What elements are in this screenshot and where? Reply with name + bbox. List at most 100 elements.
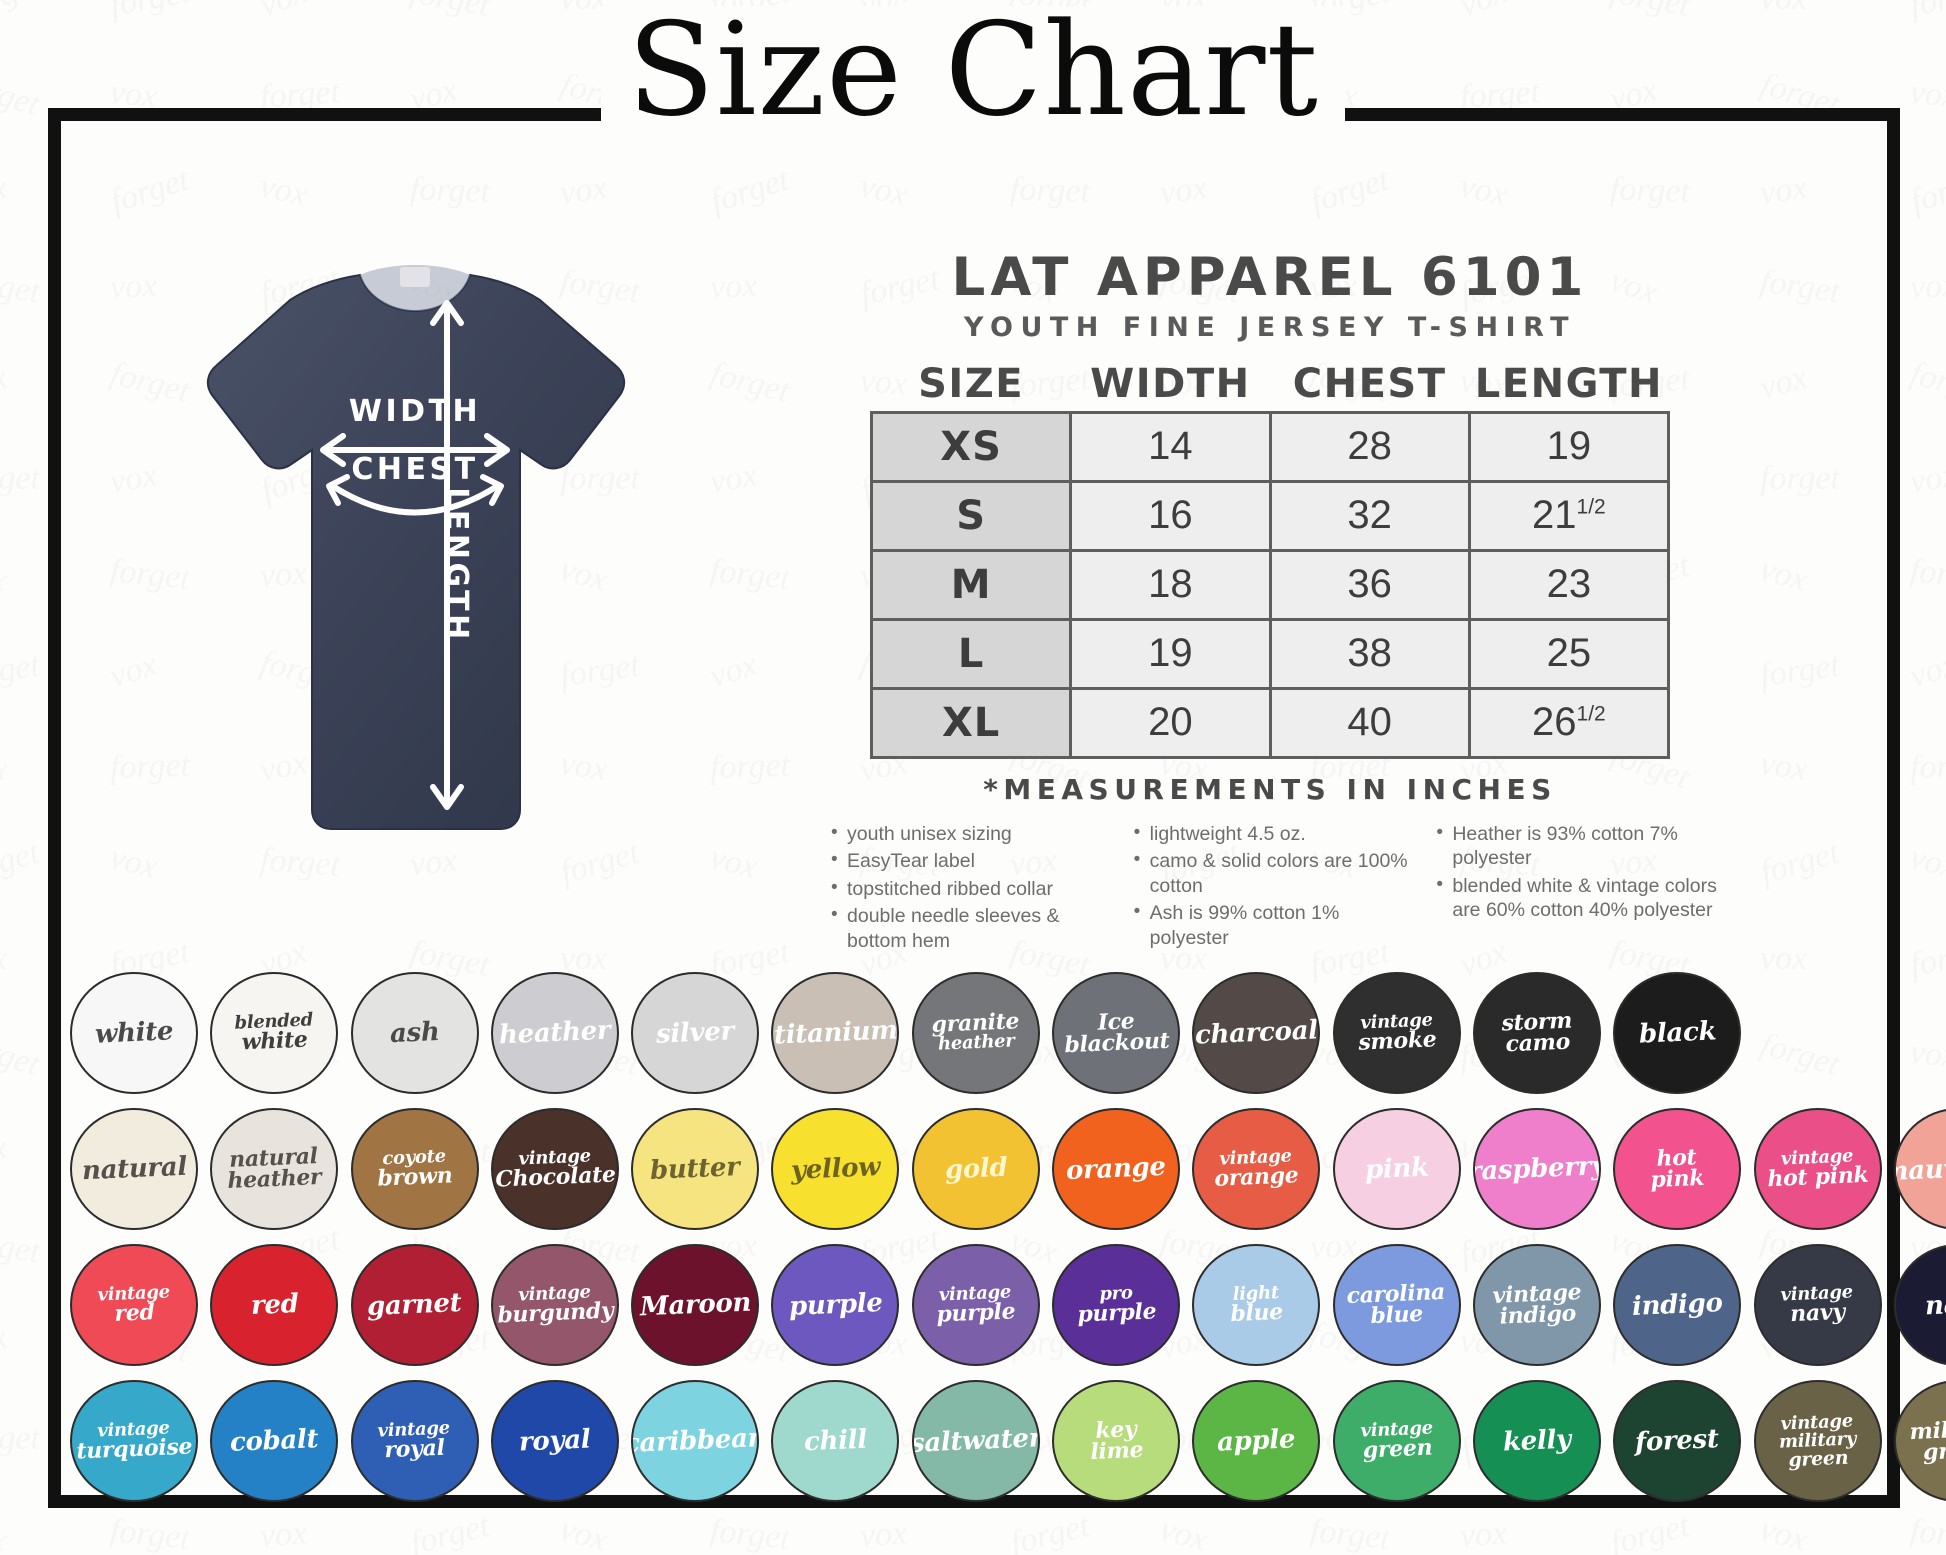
color-swatch[interactable]: heather [490, 972, 619, 1094]
color-swatch[interactable]: orange [1052, 1108, 1181, 1230]
color-swatch[interactable]: blended white [210, 972, 339, 1094]
color-swatch[interactable]: yellow [771, 1108, 900, 1230]
color-swatch[interactable]: Ice blackout [1052, 972, 1181, 1094]
color-swatch-line: yellow [790, 1151, 881, 1186]
color-swatch[interactable]: vintage green [1332, 1380, 1461, 1502]
color-swatch-line: silver [655, 1015, 735, 1050]
color-swatch[interactable]: garnet [350, 1244, 479, 1366]
color-swatch[interactable]: vintage indigo [1472, 1244, 1601, 1366]
color-swatch[interactable]: silver [631, 972, 760, 1094]
color-swatch[interactable]: kelly [1472, 1380, 1601, 1502]
color-swatch[interactable]: vintage navy [1753, 1244, 1882, 1366]
color-swatch[interactable]: military green [1893, 1380, 1946, 1502]
cell-length: 25 [1467, 617, 1671, 690]
color-swatch-line: green [1787, 1446, 1849, 1472]
color-swatch-label: butter [647, 1152, 744, 1186]
color-swatch[interactable]: key lime [1052, 1380, 1181, 1502]
color-swatch[interactable]: hot pink [1613, 1108, 1742, 1230]
color-swatch[interactable]: cobalt [210, 1380, 339, 1502]
watermark-glyph: forget [1909, 746, 1946, 787]
color-swatch[interactable]: titanium [771, 972, 900, 1094]
watermark-glyph: vox [1905, 645, 1946, 696]
color-swatch-line: Maroon [639, 1287, 752, 1322]
color-swatch-line: ash [389, 1016, 440, 1049]
cell-size: XS [869, 410, 1073, 483]
color-swatch-label: caribbean [633, 1422, 757, 1458]
feature-bullets: youth unisex sizingEasyTear labeltopstit… [820, 821, 1720, 957]
color-swatch[interactable]: ash [350, 972, 479, 1094]
size-table: SIZE WIDTH CHEST LENGTH XS 14 28 19 S 16 32 211… [869, 360, 1671, 759]
color-swatch[interactable]: natural heather [210, 1108, 339, 1230]
color-swatch[interactable]: vintage royal [350, 1380, 479, 1502]
color-swatch[interactable]: forest [1613, 1380, 1742, 1502]
feature-item: topstitched ribbed collar [830, 876, 1115, 902]
color-swatch[interactable]: vintage red [70, 1244, 198, 1366]
color-swatch-line: red [249, 1288, 299, 1321]
color-swatch-line: royal [384, 1435, 446, 1464]
color-swatch[interactable]: vintage smoke [1332, 972, 1461, 1094]
color-swatch[interactable]: vintage turquoise [70, 1380, 198, 1502]
color-swatch[interactable]: vintage purple [911, 1244, 1040, 1366]
color-swatch-line: forest [1634, 1423, 1720, 1458]
watermark-glyph: vox [0, 1318, 12, 1367]
feature-item: Heather is 93% cotton 7% polyester [1435, 821, 1720, 871]
color-swatch[interactable]: vintage orange [1192, 1108, 1321, 1230]
color-swatch[interactable]: indigo [1613, 1244, 1742, 1366]
color-swatch[interactable]: white [70, 972, 198, 1094]
color-swatch-line: turquoise [75, 1433, 193, 1465]
color-swatch-line: indigo [1498, 1300, 1577, 1330]
color-swatch[interactable]: navy [1893, 1244, 1946, 1366]
feature-item: blended white & vintage colors are 60% c… [1435, 873, 1720, 923]
header-length: LENGTH [1474, 360, 1663, 407]
tshirt-diagram: WIDTH CHEST LENGTH [95, 245, 655, 945]
header-width: WIDTH [1090, 360, 1251, 407]
tshirt-tag [400, 267, 430, 287]
color-swatch-label: raspberry [1475, 1151, 1599, 1187]
cell-size: XL [869, 686, 1073, 759]
color-swatch[interactable]: caribbean [631, 1380, 760, 1502]
color-swatch-line: pink [1650, 1164, 1706, 1194]
color-swatch[interactable]: pro purple [1052, 1244, 1181, 1366]
color-swatch[interactable]: butter [631, 1108, 760, 1230]
color-swatch[interactable]: vintage hot pink [1753, 1108, 1882, 1230]
color-swatch-label: red [247, 1288, 302, 1321]
cell-length: 19 [1467, 410, 1671, 483]
color-swatch-label: kelly [1499, 1424, 1574, 1457]
color-swatch-line: red [113, 1299, 155, 1328]
cell-width: 20 [1069, 686, 1272, 759]
color-swatch[interactable]: saltwater [911, 1380, 1040, 1502]
color-swatch[interactable]: red [210, 1244, 339, 1366]
color-swatch[interactable]: gold [911, 1108, 1040, 1230]
width-arrow [320, 433, 510, 467]
color-swatch[interactable]: mauvelous [1893, 1108, 1946, 1230]
color-swatch[interactable]: coyote brown [350, 1108, 479, 1230]
color-swatch[interactable]: raspberry [1472, 1108, 1601, 1230]
color-swatch[interactable]: purple [771, 1244, 900, 1366]
color-swatch[interactable]: charcoal [1192, 972, 1321, 1094]
color-swatch[interactable]: vintage military green [1753, 1380, 1882, 1502]
color-swatch[interactable]: vintage burgundy [490, 1244, 619, 1366]
color-swatch[interactable]: black [1613, 972, 1742, 1094]
color-swatch-label: vintage indigo [1489, 1279, 1586, 1330]
color-swatch[interactable]: royal [490, 1380, 619, 1502]
color-swatch-line: kelly [1502, 1424, 1572, 1457]
color-swatch[interactable]: pink [1332, 1108, 1461, 1230]
color-swatch[interactable]: storm camo [1472, 972, 1601, 1094]
watermark-glyph: forget [1908, 1511, 1946, 1555]
color-swatch[interactable]: carolina blue [1332, 1244, 1461, 1366]
color-swatch-line: orange [1214, 1162, 1300, 1193]
color-swatch-label: charcoal [1194, 1015, 1318, 1050]
color-swatch[interactable]: light blue [1192, 1244, 1321, 1366]
watermark-glyph: vox [258, 1514, 309, 1555]
color-swatch[interactable]: chill [771, 1380, 900, 1502]
color-swatch[interactable]: vintage Chocolate [490, 1108, 619, 1230]
color-swatch[interactable]: Maroon [631, 1244, 760, 1366]
color-swatch[interactable]: natural [70, 1108, 198, 1230]
color-swatch-label: vintage smoke [1354, 1010, 1440, 1056]
color-swatch-line: titanium [773, 1014, 898, 1051]
color-swatch-label: apple [1214, 1424, 1299, 1457]
color-swatch[interactable]: apple [1192, 1380, 1321, 1502]
color-swatch[interactable]: granite heather [911, 972, 1040, 1094]
cell-chest: 32 [1268, 479, 1471, 552]
watermark-glyph: vox [1458, 1514, 1509, 1555]
